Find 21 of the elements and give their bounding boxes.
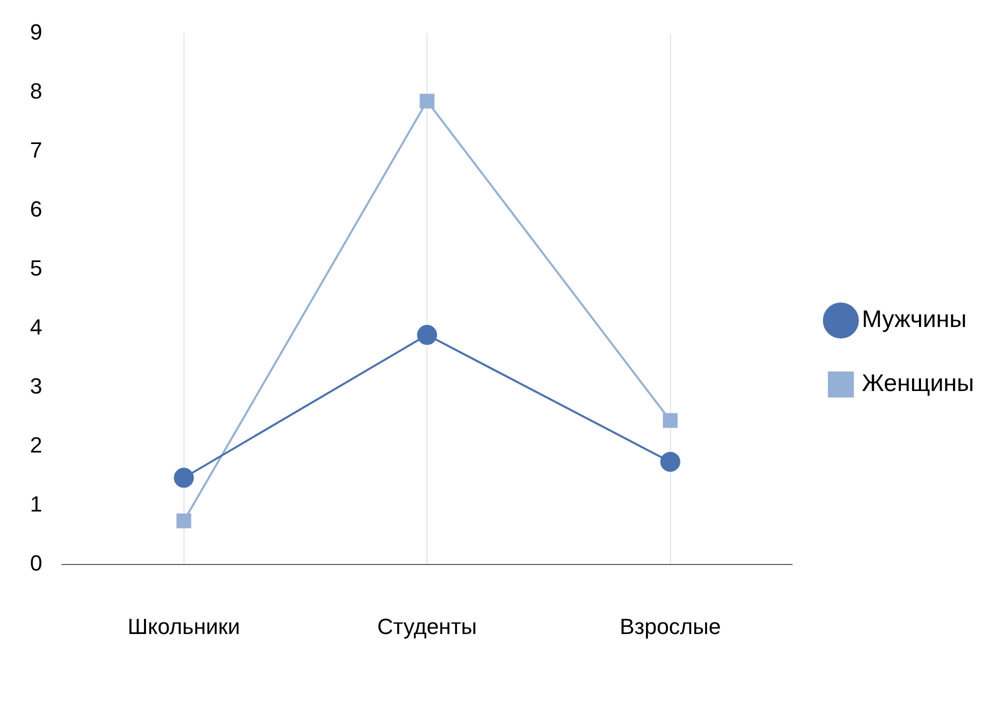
y-tick-label: 6 [30,196,42,222]
legend-label: Мужчины [862,306,967,334]
y-tick-label: 8 [30,78,42,104]
point [660,452,680,472]
legend-label: Женщины [862,370,974,398]
x-tick-label: Взрослые [620,614,721,639]
y-tick-label: 7 [30,137,42,162]
point [420,94,434,108]
x-tick-label: Школьники [128,614,240,639]
point [176,514,192,528]
point [662,413,678,428]
y-tick-label: 3 [30,374,42,399]
x-tick-label: Студенты [377,614,477,639]
point [174,468,194,488]
y-tick-label: 0 [30,550,42,576]
y-tick-label: 4 [30,314,42,340]
y-tick-label: 2 [30,432,42,458]
point [417,324,438,345]
y-tick-label: 5 [30,255,42,280]
y-tick-label: 9 [30,19,42,44]
y-tick-label: 1 [30,492,42,517]
